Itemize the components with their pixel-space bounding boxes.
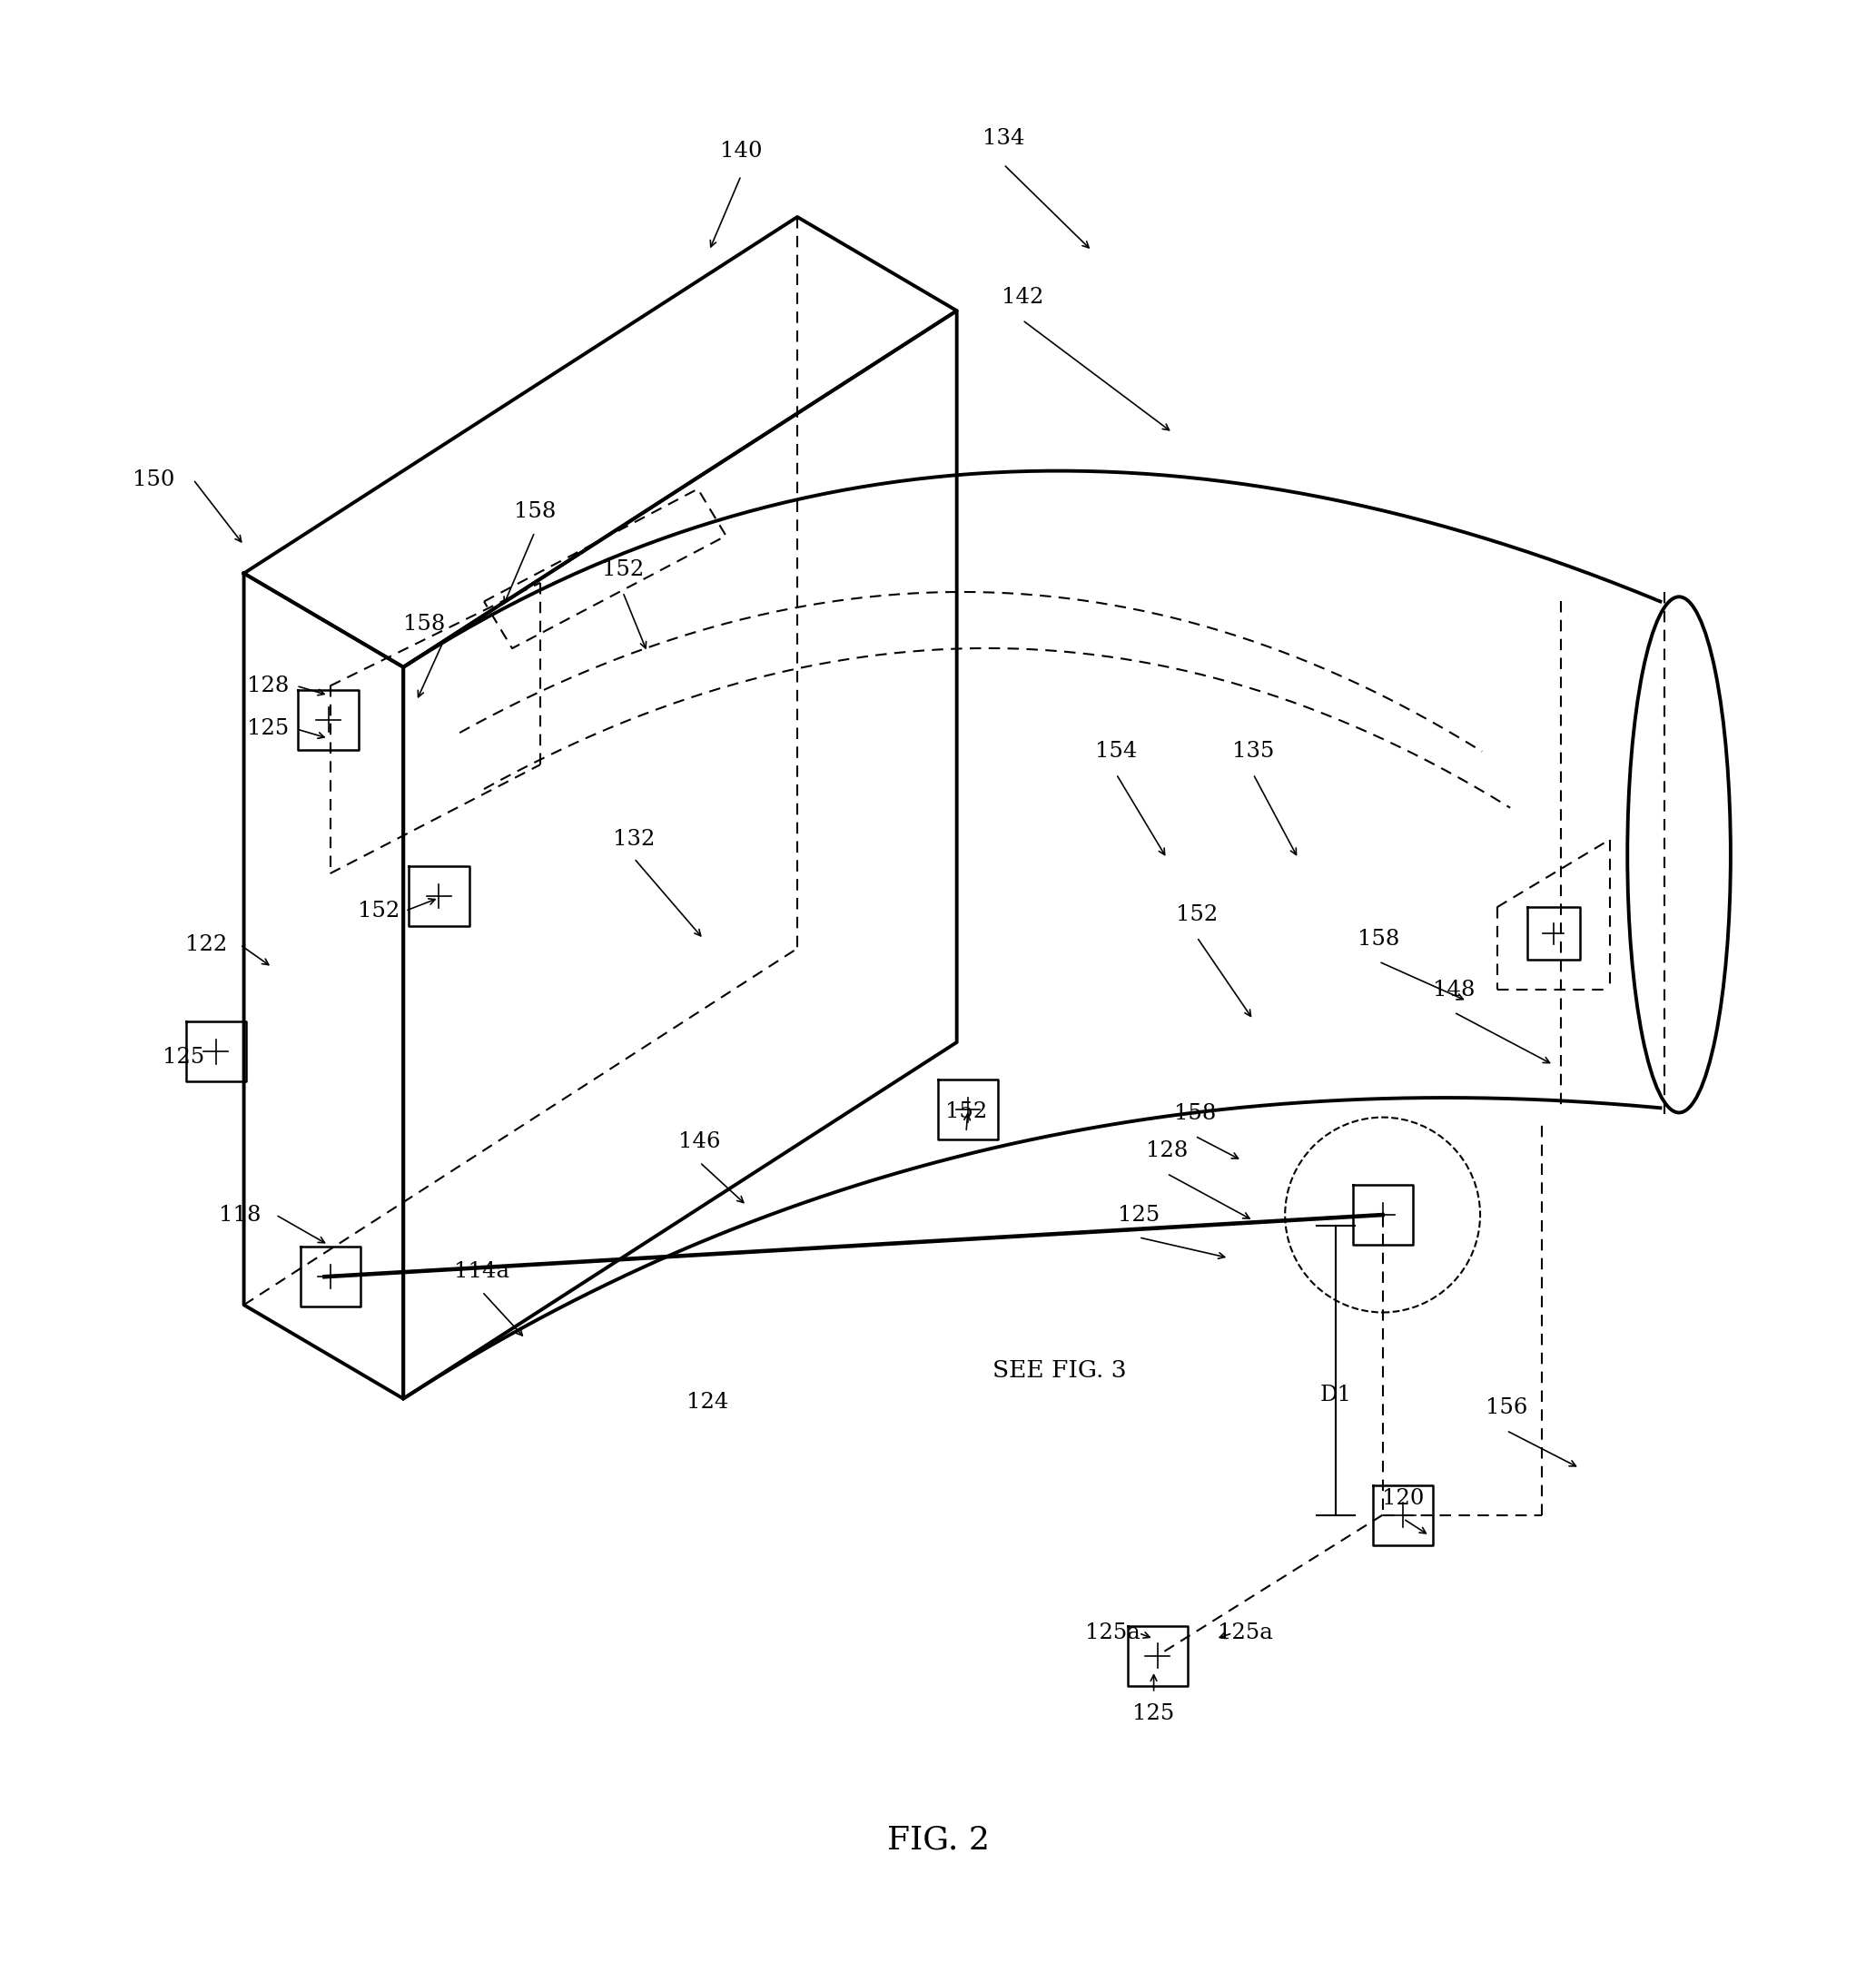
- Text: 132: 132: [613, 830, 655, 850]
- Text: D1: D1: [1321, 1384, 1351, 1406]
- Text: 125: 125: [1118, 1205, 1159, 1225]
- Text: 125a: 125a: [1218, 1623, 1274, 1643]
- Text: 125: 125: [248, 718, 289, 740]
- Text: 125: 125: [163, 1047, 204, 1067]
- Text: 125: 125: [1133, 1704, 1174, 1724]
- Text: 150: 150: [133, 469, 174, 489]
- Text: 128: 128: [248, 676, 289, 696]
- Text: 142: 142: [1002, 288, 1043, 308]
- Text: 158: 158: [1174, 1102, 1216, 1124]
- Text: SEE FIG. 3: SEE FIG. 3: [992, 1359, 1127, 1382]
- Text: 122: 122: [186, 935, 227, 954]
- Text: 140: 140: [720, 140, 762, 162]
- Text: 118: 118: [219, 1205, 261, 1225]
- Text: 152: 152: [358, 901, 400, 921]
- Text: 125a: 125a: [1084, 1623, 1141, 1643]
- Text: 152: 152: [946, 1100, 987, 1122]
- Text: 120: 120: [1383, 1487, 1424, 1509]
- Text: 124: 124: [687, 1392, 728, 1412]
- Text: 134: 134: [983, 128, 1024, 148]
- Text: 114a: 114a: [454, 1260, 510, 1282]
- Text: 148: 148: [1433, 980, 1475, 1000]
- Text: FIG. 2: FIG. 2: [887, 1824, 989, 1856]
- Text: 152: 152: [1176, 905, 1218, 925]
- Text: 156: 156: [1486, 1398, 1527, 1418]
- Text: 146: 146: [679, 1132, 720, 1152]
- Text: 158: 158: [403, 613, 445, 635]
- Text: 154: 154: [1096, 741, 1137, 761]
- Text: 135: 135: [1233, 741, 1274, 761]
- Text: 158: 158: [514, 501, 555, 523]
- Text: 152: 152: [602, 560, 643, 580]
- Text: 158: 158: [1358, 929, 1399, 951]
- Text: 128: 128: [1146, 1140, 1188, 1162]
